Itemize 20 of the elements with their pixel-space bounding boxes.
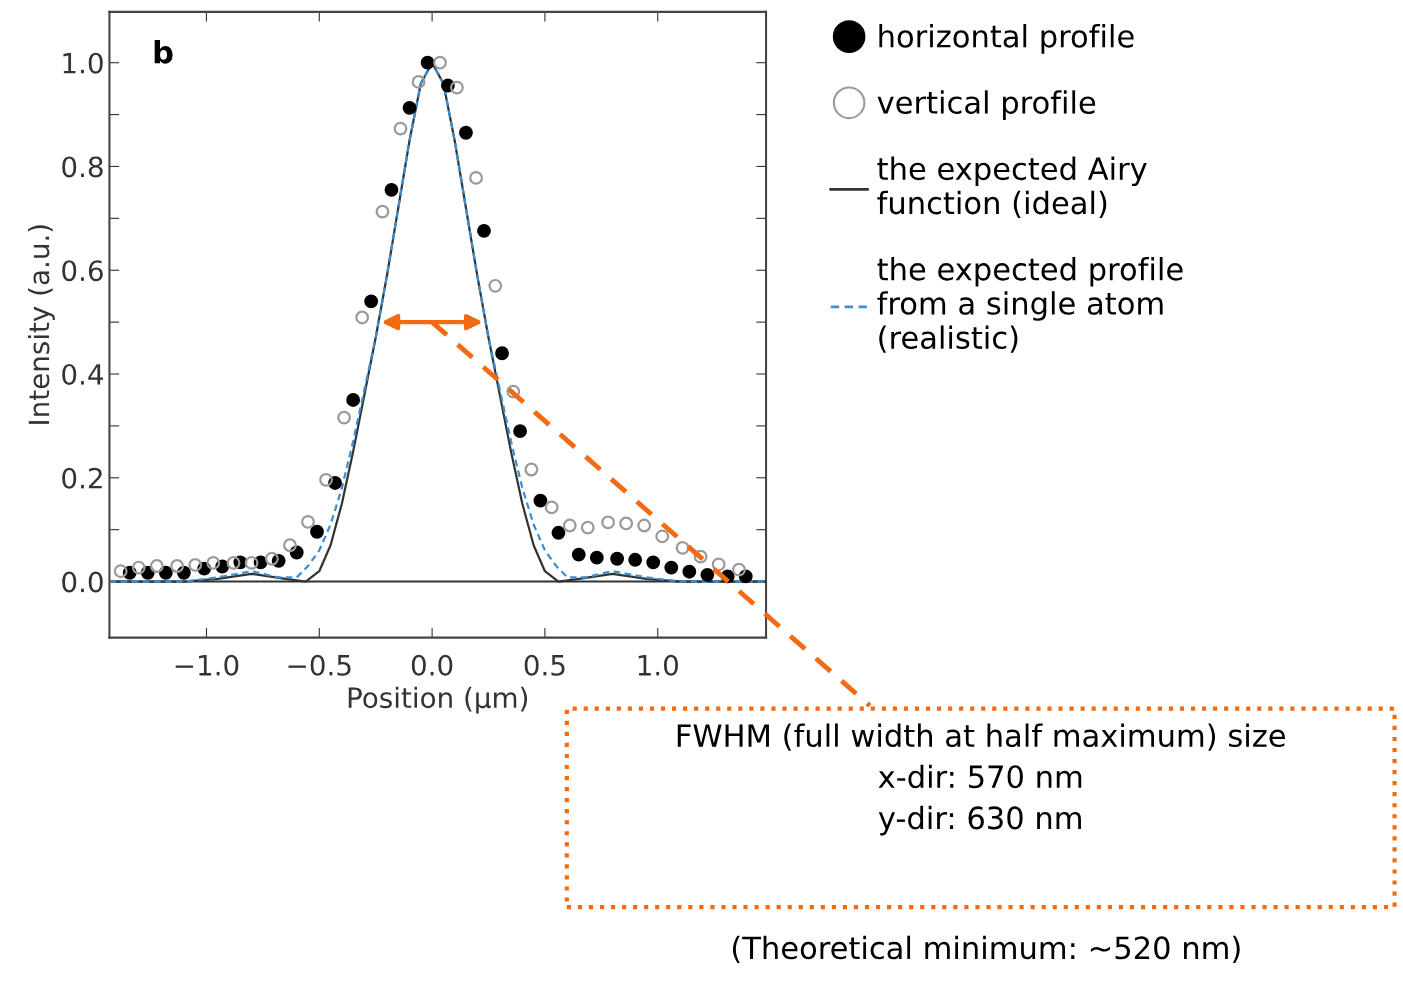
y-axis-title: Intensity (a.u.) [27,225,55,424]
x-axis-title: Position (µm) [348,686,528,714]
y-tick-label: 0.6 [62,260,103,282]
text: FWHM (full width at half maximum) size x-dir: 570 nm y-dir: 630 nm [677,723,1285,836]
legend-label: the expected profile from a single atom (realistic) [877,257,1183,353]
y-tick-label: 1.0 [63,52,103,74]
x-tick-label: −1.0 [175,654,239,676]
x-tick-label: 1.0 [638,654,678,676]
x-tick-label: 0.5 [524,654,565,676]
legend-label: vertical profile [877,90,1096,120]
text: (Theoretical minimum: ~520 nm) [732,935,1240,963]
x-tick-label: 0.0 [411,654,453,676]
x-tick-label: −0.5 [288,654,351,676]
legend-label: horizontal profile [879,24,1134,54]
y-tick-label: 0.4 [62,363,104,385]
annotation: b [154,40,173,64]
legend-label: the expected Airy function (ideal) [877,156,1147,219]
y-tick-label: 0.2 [62,467,102,489]
y-tick-label: 0.8 [62,156,103,178]
y-tick-label: 0.0 [62,571,103,593]
